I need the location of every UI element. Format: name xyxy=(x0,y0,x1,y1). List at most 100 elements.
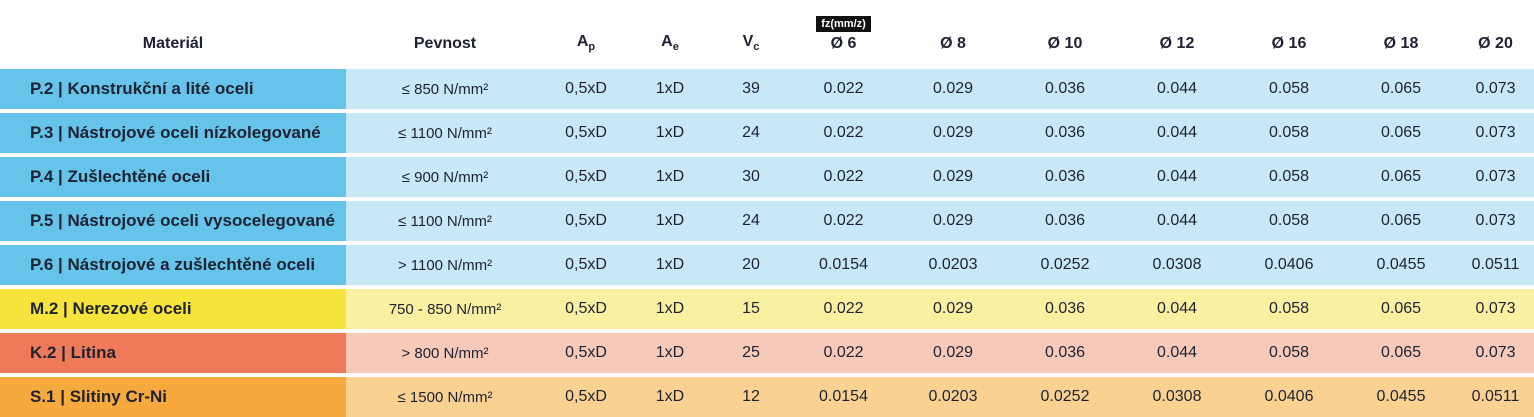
col-header-d16: Ø 16 xyxy=(1233,0,1345,65)
fz-cell-d20: 0.073 xyxy=(1457,197,1534,241)
fz-cell-d12: 0.044 xyxy=(1121,65,1233,109)
fz-cell-d18: 0.065 xyxy=(1345,329,1457,373)
col-header-d6: fz(mm/z) Ø 6 xyxy=(790,0,897,65)
fz-cell-d16: 0.058 xyxy=(1233,197,1345,241)
vc-cell: 15 xyxy=(712,285,790,329)
ae-cell: 1xD xyxy=(628,153,712,197)
material-cell: P.4 | Zušlechtěné oceli xyxy=(0,153,346,197)
table-row: P.6 | Nástrojové a zušlechtěné oceli > 1… xyxy=(0,241,1534,285)
fz-cell-d20: 0.073 xyxy=(1457,153,1534,197)
fz-cell-d16: 0.058 xyxy=(1233,109,1345,153)
fz-cell-d10: 0.036 xyxy=(1009,285,1121,329)
fz-cell-d12: 0.044 xyxy=(1121,197,1233,241)
ap-cell: 0,5xD xyxy=(544,329,628,373)
col-header-ap: Ap xyxy=(544,0,628,65)
fz-cell-d16: 0.0406 xyxy=(1233,373,1345,417)
fz-cell-d18: 0.065 xyxy=(1345,109,1457,153)
fz-cell-d16: 0.058 xyxy=(1233,153,1345,197)
fz-cell-d12: 0.0308 xyxy=(1121,373,1233,417)
fz-cell-d12: 0.044 xyxy=(1121,285,1233,329)
vc-cell: 20 xyxy=(712,241,790,285)
table-row: P.4 | Zušlechtěné oceli ≤ 900 N/mm² 0,5x… xyxy=(0,153,1534,197)
col-header-pevnost: Pevnost xyxy=(346,0,544,65)
pevnost-cell: > 800 N/mm² xyxy=(346,329,544,373)
material-cell: M.2 | Nerezové oceli xyxy=(0,285,346,329)
fz-cell-d20: 0.0511 xyxy=(1457,241,1534,285)
fz-cell-d6: 0.0154 xyxy=(790,373,897,417)
ap-cell: 0,5xD xyxy=(544,373,628,417)
fz-cell-d18: 0.065 xyxy=(1345,285,1457,329)
col-header-d20: Ø 20 xyxy=(1457,0,1534,65)
fz-cell-d8: 0.0203 xyxy=(897,373,1009,417)
fz-cell-d10: 0.0252 xyxy=(1009,241,1121,285)
ap-cell: 0,5xD xyxy=(544,285,628,329)
fz-cell-d10: 0.036 xyxy=(1009,197,1121,241)
pevnost-cell: ≤ 1500 N/mm² xyxy=(346,373,544,417)
fz-cell-d10: 0.036 xyxy=(1009,153,1121,197)
pevnost-cell: ≤ 1100 N/mm² xyxy=(346,197,544,241)
vc-cell: 24 xyxy=(712,109,790,153)
material-cell: P.3 | Nástrojové oceli nízkolegované xyxy=(0,109,346,153)
fz-cell-d12: 0.044 xyxy=(1121,153,1233,197)
pevnost-header-label: Pevnost xyxy=(413,35,477,52)
table-row: P.3 | Nástrojové oceli nízkolegované ≤ 1… xyxy=(0,109,1534,153)
fz-cell-d8: 0.029 xyxy=(897,153,1009,197)
ap-cell: 0,5xD xyxy=(544,197,628,241)
col-header-d12: Ø 12 xyxy=(1121,0,1233,65)
fz-cell-d8: 0.029 xyxy=(897,197,1009,241)
fz-cell-d8: 0.0203 xyxy=(897,241,1009,285)
fz-cell-d20: 0.073 xyxy=(1457,109,1534,153)
fz-cell-d16: 0.058 xyxy=(1233,65,1345,109)
material-cell: K.2 | Litina xyxy=(0,329,346,373)
fz-cell-d12: 0.044 xyxy=(1121,109,1233,153)
col-header-d8: Ø 8 xyxy=(897,0,1009,65)
vc-cell: 24 xyxy=(712,197,790,241)
fz-cell-d10: 0.036 xyxy=(1009,329,1121,373)
fz-cell-d10: 0.036 xyxy=(1009,65,1121,109)
vc-cell: 30 xyxy=(712,153,790,197)
table-header-row: Materiál Pevnost Ap Ae Vc fz(mm/z) Ø 6 Ø… xyxy=(0,0,1534,65)
fz-cell-d16: 0.058 xyxy=(1233,329,1345,373)
fz-cell-d8: 0.029 xyxy=(897,285,1009,329)
fz-cell-d6: 0.0154 xyxy=(790,241,897,285)
ae-cell: 1xD xyxy=(628,285,712,329)
fz-cell-d6: 0.022 xyxy=(790,329,897,373)
ae-cell: 1xD xyxy=(628,109,712,153)
fz-cell-d18: 0.065 xyxy=(1345,197,1457,241)
fz-cell-d18: 0.0455 xyxy=(1345,241,1457,285)
material-cell: P.6 | Nástrojové a zušlechtěné oceli xyxy=(0,241,346,285)
material-cell: S.1 | Slitiny Cr-Ni xyxy=(0,373,346,417)
col-header-d18: Ø 18 xyxy=(1345,0,1457,65)
material-cell: P.2 | Konstrukční a lité oceli xyxy=(0,65,346,109)
vc-cell: 25 xyxy=(712,329,790,373)
fz-cell-d20: 0.073 xyxy=(1457,65,1534,109)
fz-cell-d12: 0.0308 xyxy=(1121,241,1233,285)
col-header-ae: Ae xyxy=(628,0,712,65)
ap-cell: 0,5xD xyxy=(544,153,628,197)
fz-cell-d18: 0.0455 xyxy=(1345,373,1457,417)
fz-cell-d18: 0.065 xyxy=(1345,153,1457,197)
pevnost-cell: ≤ 1100 N/mm² xyxy=(346,109,544,153)
fz-cell-d18: 0.065 xyxy=(1345,65,1457,109)
vc-cell: 12 xyxy=(712,373,790,417)
fz-cell-d8: 0.029 xyxy=(897,329,1009,373)
table-row: P.5 | Nástrojové oceli vysocelegované ≤ … xyxy=(0,197,1534,241)
fz-cell-d20: 0.073 xyxy=(1457,329,1534,373)
fz-cell-d20: 0.0511 xyxy=(1457,373,1534,417)
material-cell: P.5 | Nástrojové oceli vysocelegované xyxy=(0,197,346,241)
fz-cell-d12: 0.044 xyxy=(1121,329,1233,373)
fz-cell-d16: 0.0406 xyxy=(1233,241,1345,285)
col-header-vc: Vc xyxy=(712,0,790,65)
col-header-d10: Ø 10 xyxy=(1009,0,1121,65)
ap-cell: 0,5xD xyxy=(544,241,628,285)
ae-cell: 1xD xyxy=(628,241,712,285)
pevnost-cell: > 1100 N/mm² xyxy=(346,241,544,285)
ae-cell: 1xD xyxy=(628,329,712,373)
fz-cell-d10: 0.036 xyxy=(1009,109,1121,153)
fz-cell-d10: 0.0252 xyxy=(1009,373,1121,417)
d6-header-label: Ø 6 xyxy=(830,35,857,52)
ap-cell: 0,5xD xyxy=(544,65,628,109)
table-row: K.2 | Litina > 800 N/mm² 0,5xD 1xD 25 0.… xyxy=(0,329,1534,373)
fz-cell-d20: 0.073 xyxy=(1457,285,1534,329)
